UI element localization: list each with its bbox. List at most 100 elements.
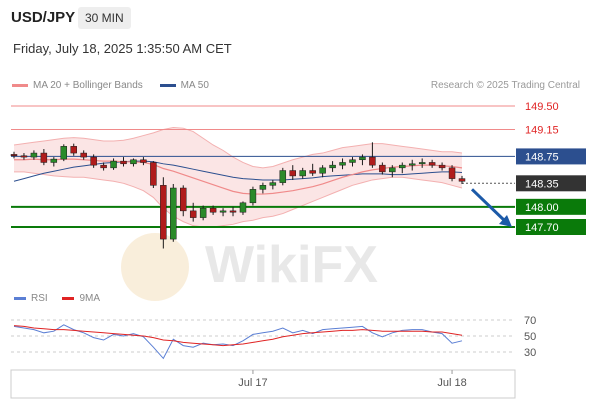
candle	[30, 150, 38, 160]
candle-body	[299, 170, 306, 177]
rsi-ma-line	[13, 325, 463, 347]
level-tag-148-35	[516, 175, 586, 192]
bollinger-upper-line	[13, 127, 463, 169]
rsi-ma-swatch	[62, 296, 75, 300]
candle	[199, 205, 207, 221]
candle-body	[10, 154, 18, 156]
chart-header: USD/JPY 30 MIN	[0, 0, 590, 36]
candle	[389, 165, 396, 178]
candle	[229, 206, 237, 217]
candle-body	[359, 156, 366, 161]
bollinger-band-fill	[14, 127, 462, 227]
level-tag-148-00	[516, 198, 586, 215]
bollinger-band-area	[13, 127, 463, 228]
time-axis: Jul 17 Jul 18	[10, 369, 516, 399]
ma20-line	[14, 158, 463, 195]
candle-body	[329, 164, 336, 169]
candle	[399, 162, 406, 174]
level-label-148-35: 148.35	[525, 178, 559, 190]
candle-body	[399, 164, 406, 169]
legend-ma20: MA 20 + Bollinger Bands	[12, 80, 143, 91]
wikifx-watermark: WikiFX	[121, 233, 378, 301]
forecast-arrow-shaft	[470, 188, 508, 224]
candle	[339, 158, 346, 170]
candle-body	[408, 163, 416, 166]
rsi-swatch	[14, 296, 26, 300]
moving-averages	[13, 158, 463, 195]
candle	[100, 162, 107, 171]
candle-body	[448, 167, 456, 179]
support-resistance-levels	[11, 105, 515, 228]
candle	[20, 153, 28, 160]
candle	[140, 157, 147, 166]
candle-body	[209, 207, 217, 213]
level-tag-147-70	[516, 219, 586, 235]
candle-body	[229, 210, 237, 213]
candle	[249, 186, 257, 206]
candle-body	[180, 187, 187, 212]
rsi-line	[13, 324, 463, 360]
candle	[110, 158, 117, 170]
candle-body	[50, 158, 58, 163]
ma50-swatch	[159, 83, 176, 87]
candle	[70, 143, 77, 156]
candle-body	[369, 156, 376, 166]
forecast-arrow-head	[499, 215, 512, 227]
candle	[150, 161, 157, 189]
candle	[160, 177, 167, 249]
candle-body	[150, 162, 157, 186]
candle	[239, 201, 247, 215]
candle-body	[80, 152, 87, 158]
time-tick-label: Jul 18	[437, 377, 466, 389]
candle-body	[219, 210, 227, 213]
rsi-legend: RSI 9MA	[14, 293, 112, 304]
candle	[279, 167, 287, 186]
level-labels: 149.50 149.15 148.75 148.35 148.00 147.70	[516, 101, 586, 235]
candle	[50, 157, 58, 167]
candle-body	[239, 202, 247, 213]
level-label-147-70: 147.70	[525, 222, 559, 234]
candle-body	[428, 162, 436, 166]
candle-body	[120, 160, 127, 165]
rsi-panel: 70 50 30	[11, 315, 536, 360]
candle-body	[30, 152, 38, 158]
candle-body	[379, 164, 386, 173]
candle-body	[418, 162, 426, 165]
candle	[40, 149, 48, 166]
legend-ma50: MA 50	[159, 80, 209, 91]
candle	[130, 158, 137, 167]
candle-body	[40, 152, 48, 163]
level-tag-148-75	[516, 148, 586, 165]
candle	[428, 159, 436, 168]
watermark-logo-icon	[121, 233, 189, 301]
candle	[418, 158, 426, 168]
candle	[329, 161, 336, 172]
rsi-tick-label: 70	[524, 315, 536, 327]
candle	[289, 165, 296, 180]
candle	[189, 202, 197, 222]
timeframe-badge[interactable]: 30 MIN	[78, 7, 131, 29]
candle-body	[389, 167, 396, 173]
candle	[299, 167, 306, 179]
legend-rsi-ma-label: 9MA	[79, 293, 101, 304]
candle	[259, 182, 267, 194]
rsi-tick-label: 50	[524, 331, 536, 343]
candle-body	[438, 164, 446, 169]
legend-ma20-label: MA 20 + Bollinger Bands	[33, 80, 143, 91]
candle	[180, 185, 187, 217]
level-label-149-50: 149.50	[525, 101, 559, 113]
candle-body	[160, 185, 167, 240]
candle	[209, 205, 217, 215]
candle-body	[279, 170, 287, 183]
level-label-148-00: 148.00	[525, 202, 559, 214]
candle-body	[199, 207, 207, 218]
candle	[90, 154, 97, 168]
candle-body	[140, 159, 147, 163]
candle	[10, 151, 18, 159]
candle	[319, 165, 326, 178]
candle	[120, 157, 127, 167]
legend-ma50-label: MA 50	[180, 80, 209, 91]
candle	[219, 208, 227, 217]
candle-body	[110, 160, 117, 169]
